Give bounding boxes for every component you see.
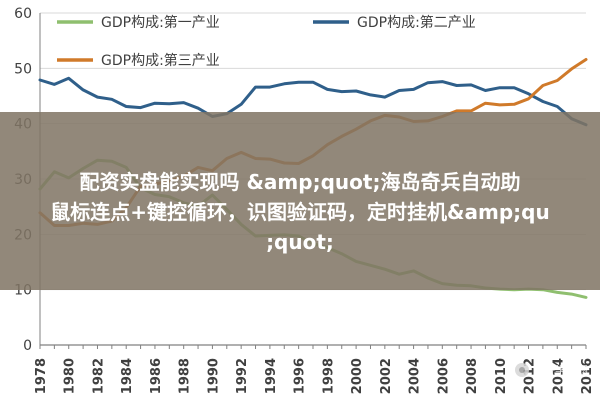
x-tick-label: 1994 xyxy=(264,358,279,394)
overlay-banner[interactable]: 配资实盘能实现吗 &amp;quot;海岛奇兵自动助 鼠标连点+键控循环，识图验… xyxy=(0,112,600,290)
y-tick-label: 50 xyxy=(14,61,32,77)
y-tick-label: 0 xyxy=(23,338,32,354)
overlay-line-2: 鼠标连点+键控循环，识图验证码，定时挂机&amp;qu xyxy=(50,200,550,224)
watermark-text: 经济学家圈 xyxy=(533,364,588,377)
series-line-2 xyxy=(38,76,588,127)
x-tick-label: 2014 xyxy=(551,358,566,394)
legend-label-2: GDP构成:第二产业 xyxy=(357,14,476,31)
x-tick-label: 1988 xyxy=(178,358,193,394)
overlay-line-1: 配资实盘能实现吗 &amp;quot;海岛奇兵自动助 xyxy=(79,170,521,194)
wechat-icon xyxy=(515,363,529,377)
x-tick-label: 2002 xyxy=(379,358,394,394)
x-tick-label: 2006 xyxy=(436,358,451,394)
x-tick-label: 2010 xyxy=(494,358,509,394)
watermark: 经济学家圈 xyxy=(515,362,588,378)
x-tick-label: 1978 xyxy=(34,358,49,394)
x-tick-label: 1996 xyxy=(293,358,308,394)
x-tick-label: 1986 xyxy=(149,358,164,394)
legend-label-1: GDP构成:第一产业 xyxy=(101,14,220,31)
x-tick-label: 1984 xyxy=(120,358,135,394)
y-tick-label: 60 xyxy=(14,6,32,22)
x-tick-label: 2008 xyxy=(465,358,480,394)
x-tick-label: 2016 xyxy=(580,358,595,394)
x-tick-label: 1982 xyxy=(91,358,106,394)
x-tick-label: 2000 xyxy=(350,358,365,394)
x-tick-label: 1992 xyxy=(235,358,250,394)
x-tick-label: 2004 xyxy=(408,358,423,394)
x-tick-label: 1998 xyxy=(321,358,336,394)
overlay-line-3: ;quot; xyxy=(266,230,334,254)
x-tick-label: 1990 xyxy=(206,358,221,394)
legend-label-3: GDP构成:第三产业 xyxy=(101,52,220,69)
x-tick-label: 1980 xyxy=(63,358,78,394)
